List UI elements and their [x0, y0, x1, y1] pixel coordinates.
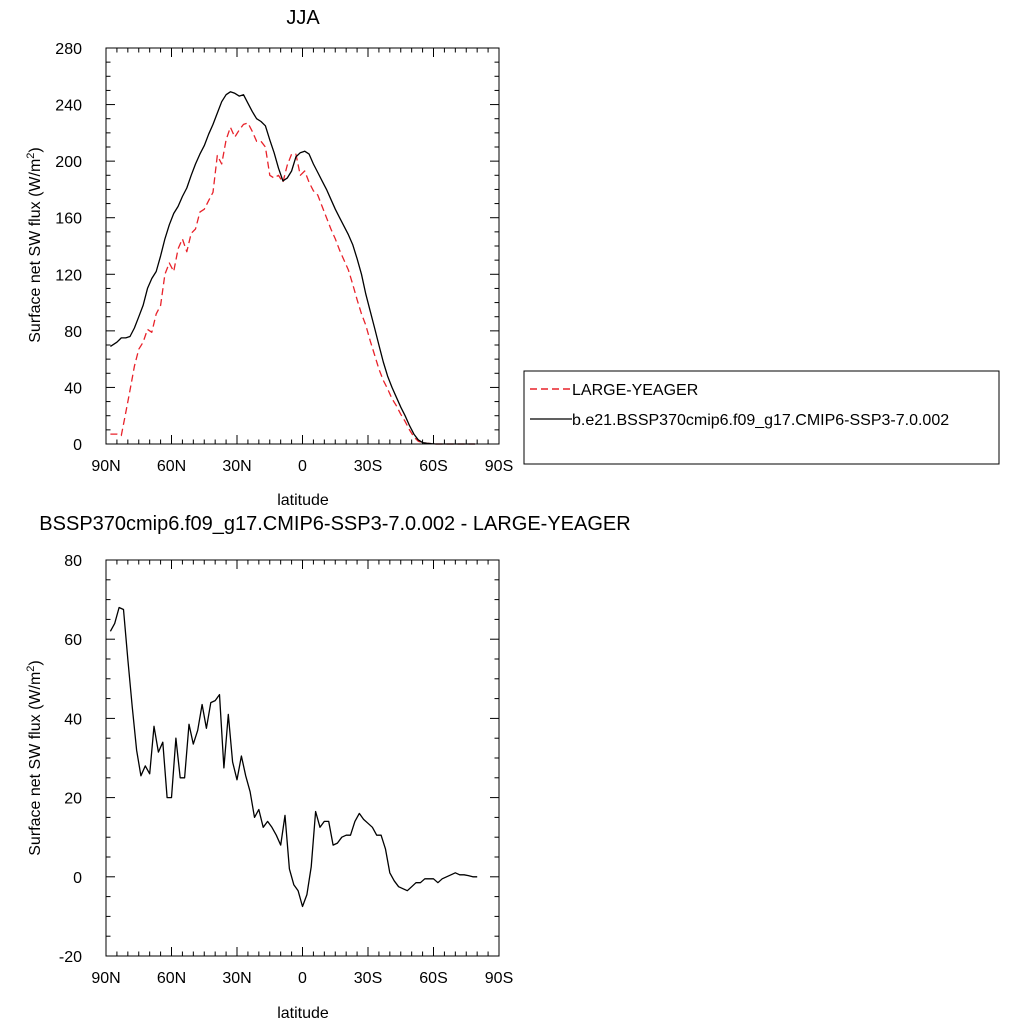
bottom-panel: 90N 60N 30N 0 30S 60S 90S -20 0 20 40 60 80 latitude… [25, 553, 513, 1022]
top-y-tick-label: 80 [64, 324, 82, 341]
bottom-x-tick-label: 90N [91, 970, 120, 987]
top-x-tick-label: 0 [298, 458, 307, 475]
bottom-x-tick-label: 60S [419, 970, 447, 987]
bottom-x-axis-label: latitude [277, 1005, 329, 1022]
bottom-plot-frame [105, 559, 500, 957]
top-y-axis-label: Surface net SW flux (W/m2) [25, 147, 44, 343]
bottom-y-tick-label: 20 [64, 791, 82, 808]
top-y-tick-label: 120 [55, 267, 82, 284]
top-y-tick-label: 240 [55, 98, 82, 115]
bottom-x-tick-label: 60N [157, 970, 186, 987]
top-x-tick-label: 90N [91, 458, 120, 475]
top-y-tick-label: 200 [55, 154, 82, 171]
top-x-tick-label: 60N [157, 458, 186, 475]
bottom-y-axis-label: Surface net SW flux (W/m2) [25, 660, 44, 856]
bottom-series-line-0 [109, 606, 478, 908]
bottom-y-tick-label: 40 [64, 711, 82, 728]
bottom-y-tick-label: -20 [59, 949, 82, 966]
top-plot-frame [105, 47, 500, 445]
legend-label-ssp370: b.e21.BSSP370cmip6.f09_g17.CMIP6-SSP3-7.… [572, 412, 949, 429]
top-y-tick-label: 0 [73, 437, 82, 454]
bottom-x-tick-label: 30N [222, 970, 251, 987]
top-x-tick-label: 30N [222, 458, 251, 475]
top-x-axis-label: latitude [277, 492, 329, 509]
top-panel: 90N 60N 30N 0 30S 60S 90S04080120160200240280 … [25, 41, 513, 509]
bottom-y-tick-label: 80 [64, 553, 82, 570]
top-y-tick-label: 160 [55, 211, 82, 228]
bottom-y-tick-label: 0 [73, 870, 82, 887]
top-series-line-1 [110, 91, 475, 445]
top-panel-title: JJA [286, 7, 320, 29]
top-x-tick-label: 90S [485, 458, 513, 475]
legend: LARGE-YEAGER b.e21.BSSP370cmip6.f09_g17.… [523, 370, 1000, 465]
top-x-tick-label: 60S [419, 458, 447, 475]
top-x-tick-label: 30S [354, 458, 382, 475]
legend-label-large-yeager: LARGE-YEAGER [572, 382, 698, 399]
legend-box [523, 370, 1000, 465]
top-series-line-0 [110, 122, 475, 445]
bottom-x-tick-label: 30S [354, 970, 382, 987]
bottom-x-tick-label: 90S [485, 970, 513, 987]
bottom-x-tick-label: 0 [298, 970, 307, 987]
top-y-tick-label: 40 [64, 380, 82, 397]
top-y-tick-label: 280 [55, 41, 82, 58]
bottom-panel-title: BSSP370cmip6.f09_g17.CMIP6-SSP3-7.0.002 … [39, 513, 630, 535]
bottom-y-tick-label: 60 [64, 632, 82, 649]
